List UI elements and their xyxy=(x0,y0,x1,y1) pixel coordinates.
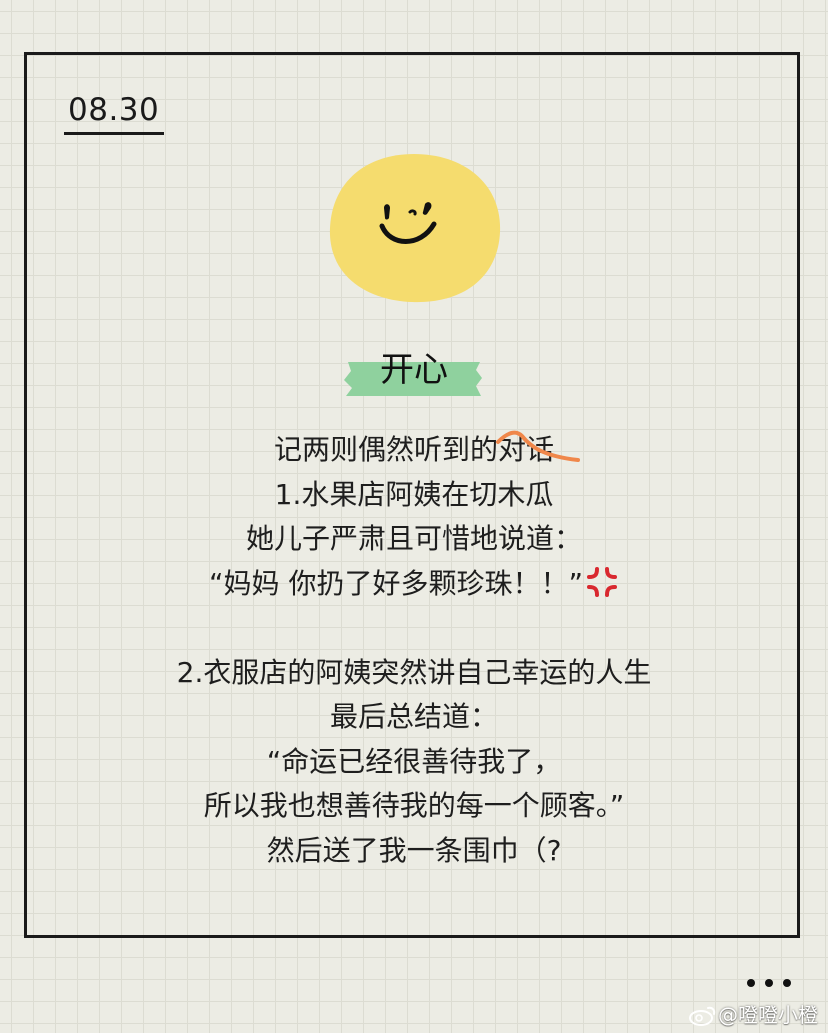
text-line: 2.衣服店的阿姨突然讲自己幸运的人生 xyxy=(176,655,652,689)
watermark-text: @噔噔小橙 xyxy=(718,1003,818,1027)
watermark: @噔噔小橙 xyxy=(688,999,818,1028)
smiley-face-icon xyxy=(329,154,501,303)
more-dots-icon[interactable] xyxy=(745,978,793,988)
text-line: 记两则偶然听到的对话 xyxy=(60,428,768,473)
text-line: 她儿子严肃且可惜地说道： xyxy=(245,522,582,555)
text-line: 所以我也想善待我的每一个顾客。” xyxy=(203,789,625,822)
text-line: “妈妈 你扔了好多颗珍珠！！” xyxy=(60,562,768,607)
note-frame xyxy=(24,52,800,938)
anger-symbol-icon xyxy=(586,566,617,597)
text-line: 最后总结道： xyxy=(329,700,498,733)
text-line: “命运已经很善待我了， xyxy=(266,744,562,778)
struck-word: 对话 xyxy=(496,428,580,473)
text-line: 1.水果店阿姨在切木瓜 xyxy=(274,477,554,511)
strike-scribble-icon xyxy=(496,430,580,462)
line-prefix: 记两则偶然听到的 xyxy=(273,433,498,466)
text-line: 然后送了我一条围巾（? xyxy=(266,833,562,867)
mood-title: 开心 xyxy=(380,350,448,390)
diary-body: 记两则偶然听到的对话 1.水果店阿姨在切木瓜 她儿子严肃且可惜地说道： “妈妈 … xyxy=(60,428,768,873)
date-underline xyxy=(64,132,164,135)
quote-text: “妈妈 你扔了好多颗珍珠！！” xyxy=(209,566,583,600)
washi-tape xyxy=(344,362,482,396)
blank-line xyxy=(60,606,768,651)
date-label: 08.30 xyxy=(68,92,160,128)
weibo-logo-icon xyxy=(689,1006,716,1026)
